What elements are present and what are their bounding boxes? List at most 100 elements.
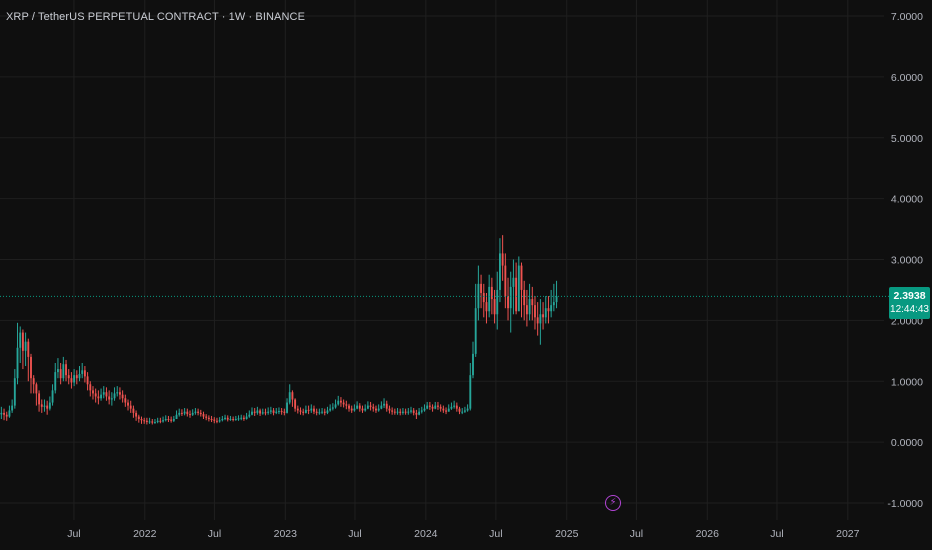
y-tick-label: 1.0000 — [891, 376, 923, 388]
candle-body — [224, 417, 226, 419]
candle-body — [512, 277, 515, 287]
candle-body — [461, 411, 464, 413]
candle-body — [552, 302, 555, 306]
candle-body — [291, 392, 294, 400]
candle-body — [132, 408, 135, 413]
candle-body — [118, 392, 121, 395]
candle-body — [75, 375, 78, 379]
candle-body — [269, 410, 272, 412]
candle-body — [399, 411, 402, 413]
candle-body — [151, 421, 154, 423]
candle-body — [51, 390, 54, 403]
candle-body — [477, 283, 480, 309]
candle-body — [480, 283, 483, 293]
candle-body — [121, 394, 124, 399]
y-tick-label: -1.0000 — [887, 498, 923, 510]
x-tick-label: 2025 — [555, 528, 579, 540]
candle-body — [383, 403, 385, 406]
lightning-icon[interactable]: ⚡ — [605, 495, 621, 511]
candle-body — [331, 407, 334, 409]
candle-body — [474, 308, 477, 354]
candle-body — [458, 408, 461, 412]
candle-body — [482, 292, 485, 303]
candle-body — [490, 286, 493, 300]
candle-body — [504, 265, 507, 297]
candle-body — [86, 376, 89, 385]
candle-body — [466, 408, 469, 411]
candle-body — [13, 378, 16, 406]
candle-body — [375, 408, 377, 411]
candle-body — [304, 409, 307, 413]
candle-body — [525, 305, 528, 315]
candle-body — [27, 341, 30, 357]
candle-body — [401, 411, 404, 413]
candle-body — [388, 408, 391, 411]
candle-body — [67, 375, 70, 379]
candle-body — [434, 405, 437, 409]
candle-body — [59, 369, 62, 379]
candle-body — [345, 404, 348, 406]
candle-body — [170, 419, 173, 421]
candle-body — [232, 418, 235, 420]
candle-body — [256, 410, 259, 413]
candle-body — [364, 408, 367, 411]
candle-body — [453, 405, 456, 407]
y-tick-label: 6.0000 — [891, 72, 923, 84]
candle-body — [469, 375, 472, 409]
candle-body — [229, 418, 232, 420]
candle-body — [145, 420, 148, 423]
candle-body — [124, 398, 127, 403]
candle-body — [547, 308, 550, 312]
candle-body — [353, 408, 356, 411]
candle-body — [81, 370, 84, 374]
x-tick-label: 2026 — [696, 528, 720, 540]
candle-body — [178, 412, 181, 415]
y-tick-label: 3.0000 — [891, 255, 923, 267]
candle-body — [167, 418, 170, 420]
candle-body — [550, 305, 553, 312]
x-tick-label: Jul — [489, 528, 502, 540]
candle-body — [326, 410, 329, 413]
candle-body — [62, 364, 65, 379]
candle-body — [242, 417, 245, 419]
candle-body — [323, 411, 326, 413]
candle-body — [221, 418, 224, 421]
candle-body — [544, 308, 547, 318]
x-tick-label: Jul — [348, 528, 361, 540]
candle-body — [350, 408, 353, 411]
candle-body — [275, 411, 278, 413]
candle-body — [16, 347, 19, 379]
candle-body — [199, 412, 202, 415]
chart-title: XRP / TetherUS PERPETUAL CONTRACT · 1W ·… — [6, 11, 306, 23]
candle-body — [24, 341, 27, 351]
candle-body — [129, 405, 132, 409]
candle-body — [83, 370, 86, 377]
candle-body — [412, 410, 415, 413]
candle-body — [542, 314, 545, 318]
candle-body — [11, 405, 14, 411]
candle-body — [135, 412, 138, 417]
x-tick-label: 2024 — [414, 528, 438, 540]
candle-body — [337, 400, 340, 405]
candle-body — [148, 421, 151, 423]
candle-body — [110, 398, 113, 400]
candle-body — [137, 416, 140, 419]
x-tick-label: Jul — [208, 528, 221, 540]
y-tick-label: 5.0000 — [891, 133, 923, 145]
candle-body — [73, 375, 76, 383]
candle-body — [361, 408, 364, 411]
candle-body — [283, 411, 286, 413]
candle-body — [369, 405, 372, 407]
candle-body — [156, 420, 159, 423]
candle-body — [280, 411, 283, 413]
candle-body — [248, 414, 251, 417]
candle-body — [393, 411, 396, 413]
candle-body — [8, 410, 11, 417]
candle-body — [385, 403, 388, 409]
candle-body — [288, 392, 291, 403]
candle-body — [420, 410, 423, 412]
candle-body — [428, 405, 431, 407]
last-price-badge: 2.3938 12:44:43 — [889, 287, 930, 319]
candle-body — [296, 408, 299, 411]
